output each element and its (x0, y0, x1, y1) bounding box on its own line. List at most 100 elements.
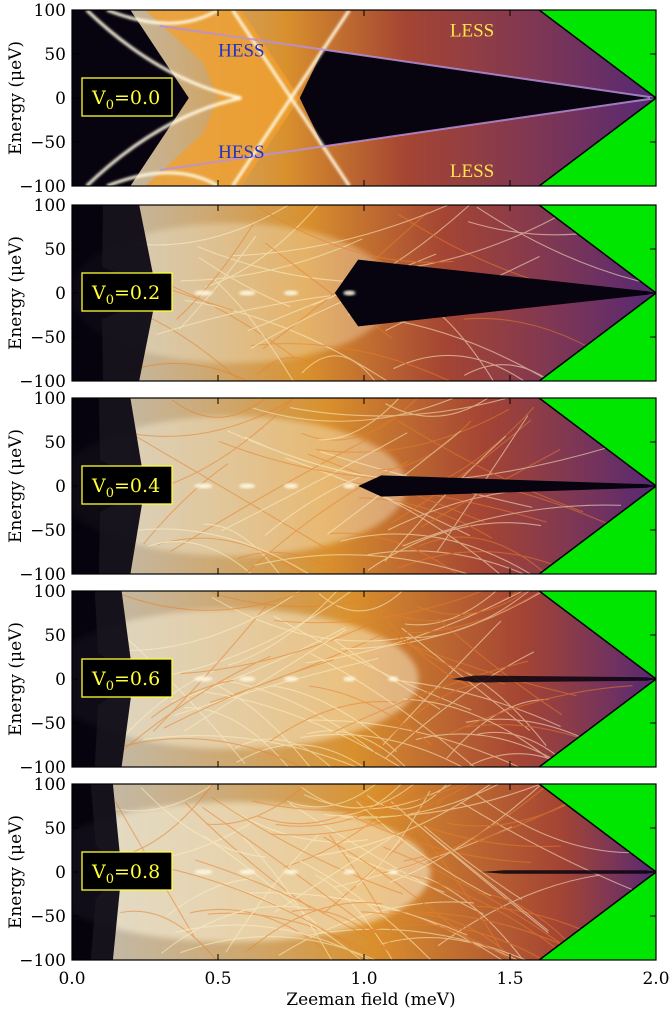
zero-mode-spot (239, 483, 256, 489)
streak (198, 256, 291, 308)
zero-modes (194, 290, 356, 296)
streak (203, 835, 317, 925)
v0-label-box (81, 851, 173, 891)
zero-mode-spot (343, 869, 356, 875)
zero-mode-spot (194, 483, 213, 489)
streak (367, 550, 525, 574)
streak (405, 873, 572, 960)
y-tick-label: −50 (30, 328, 66, 348)
streak (207, 912, 384, 960)
gap-edge (538, 485, 656, 574)
streak (147, 541, 252, 574)
streak (274, 591, 483, 624)
y-tick-label: 50 (44, 240, 66, 260)
streak (278, 901, 474, 956)
zero-mode-spot (343, 676, 356, 682)
gap-edge (538, 784, 656, 873)
streak (308, 928, 527, 960)
subband-streaks (110, 591, 644, 767)
streak (301, 784, 415, 809)
streak (384, 435, 507, 562)
y-tick-label: 100 (34, 196, 66, 216)
streak (213, 683, 311, 767)
v0-label-box (81, 465, 173, 505)
streak (203, 691, 401, 767)
streak (342, 784, 500, 819)
zero-mode-spot (284, 676, 298, 682)
streak (254, 554, 469, 574)
streak (393, 679, 561, 728)
y-tick-label: 0 (55, 89, 66, 109)
y-tick-label: −50 (30, 133, 66, 153)
streak (221, 432, 408, 532)
v0-value: =0.8 (114, 861, 160, 883)
streak (227, 591, 338, 666)
x-axis-title: Zeeman field (meV) (286, 990, 455, 1010)
v0-label-box (81, 658, 173, 698)
streak (270, 784, 470, 836)
streak (211, 796, 403, 895)
streak (118, 591, 304, 611)
streak (305, 719, 520, 767)
streak (224, 679, 378, 755)
streak (234, 738, 331, 767)
streak (437, 618, 563, 716)
topological-gap (451, 675, 656, 683)
x-tick-label: 2.0 (642, 969, 669, 989)
streak (140, 787, 266, 858)
streak (308, 685, 432, 746)
v0-symbol: V (91, 475, 106, 497)
streak (114, 627, 246, 764)
streak (378, 420, 472, 471)
streak (383, 615, 473, 688)
streak (329, 532, 458, 574)
v0-value: =0.2 (114, 282, 160, 304)
streak (476, 206, 656, 286)
streak (180, 238, 363, 282)
streak (211, 591, 399, 608)
streak (195, 859, 405, 960)
green-region (539, 205, 656, 381)
y-tick-label: 100 (34, 775, 66, 795)
v0-value: =0.6 (114, 668, 160, 690)
streak (252, 398, 454, 422)
streak (176, 224, 254, 320)
streak (252, 784, 465, 811)
x-tick-label: 1.0 (350, 969, 377, 989)
streak (337, 784, 541, 818)
streak (189, 908, 332, 956)
streak (310, 653, 475, 767)
streak (250, 343, 451, 381)
streak (404, 813, 549, 932)
v0-label: V0=0.6 (91, 668, 160, 694)
v0-value: =0.0 (114, 87, 160, 109)
band-line (159, 24, 656, 99)
band-line (85, 10, 242, 100)
streak (284, 784, 418, 868)
v0-label: V0=0.0 (91, 87, 160, 113)
gap-edge (538, 10, 656, 99)
v0-symbol: V (91, 861, 106, 883)
less-lines (159, 24, 656, 172)
streak (202, 806, 394, 946)
green-region (539, 591, 656, 767)
streak (143, 735, 357, 767)
streak (267, 701, 397, 744)
topological-gap (480, 870, 656, 874)
streak (369, 682, 479, 758)
v0-label: V0=0.4 (91, 475, 160, 501)
streak (117, 669, 216, 743)
gap-edge (538, 871, 656, 960)
streak (157, 537, 303, 574)
streak (315, 784, 492, 857)
y-tick-label: 100 (34, 582, 66, 602)
y-tick-label: 0 (55, 477, 66, 497)
y-axis-title: Energy (μeV) (6, 815, 26, 929)
streak (170, 436, 373, 552)
streak (328, 834, 408, 960)
streak (203, 523, 280, 574)
y-tick-label: 50 (44, 433, 66, 453)
v0-subscript: 0 (106, 679, 114, 694)
streak (303, 784, 452, 810)
